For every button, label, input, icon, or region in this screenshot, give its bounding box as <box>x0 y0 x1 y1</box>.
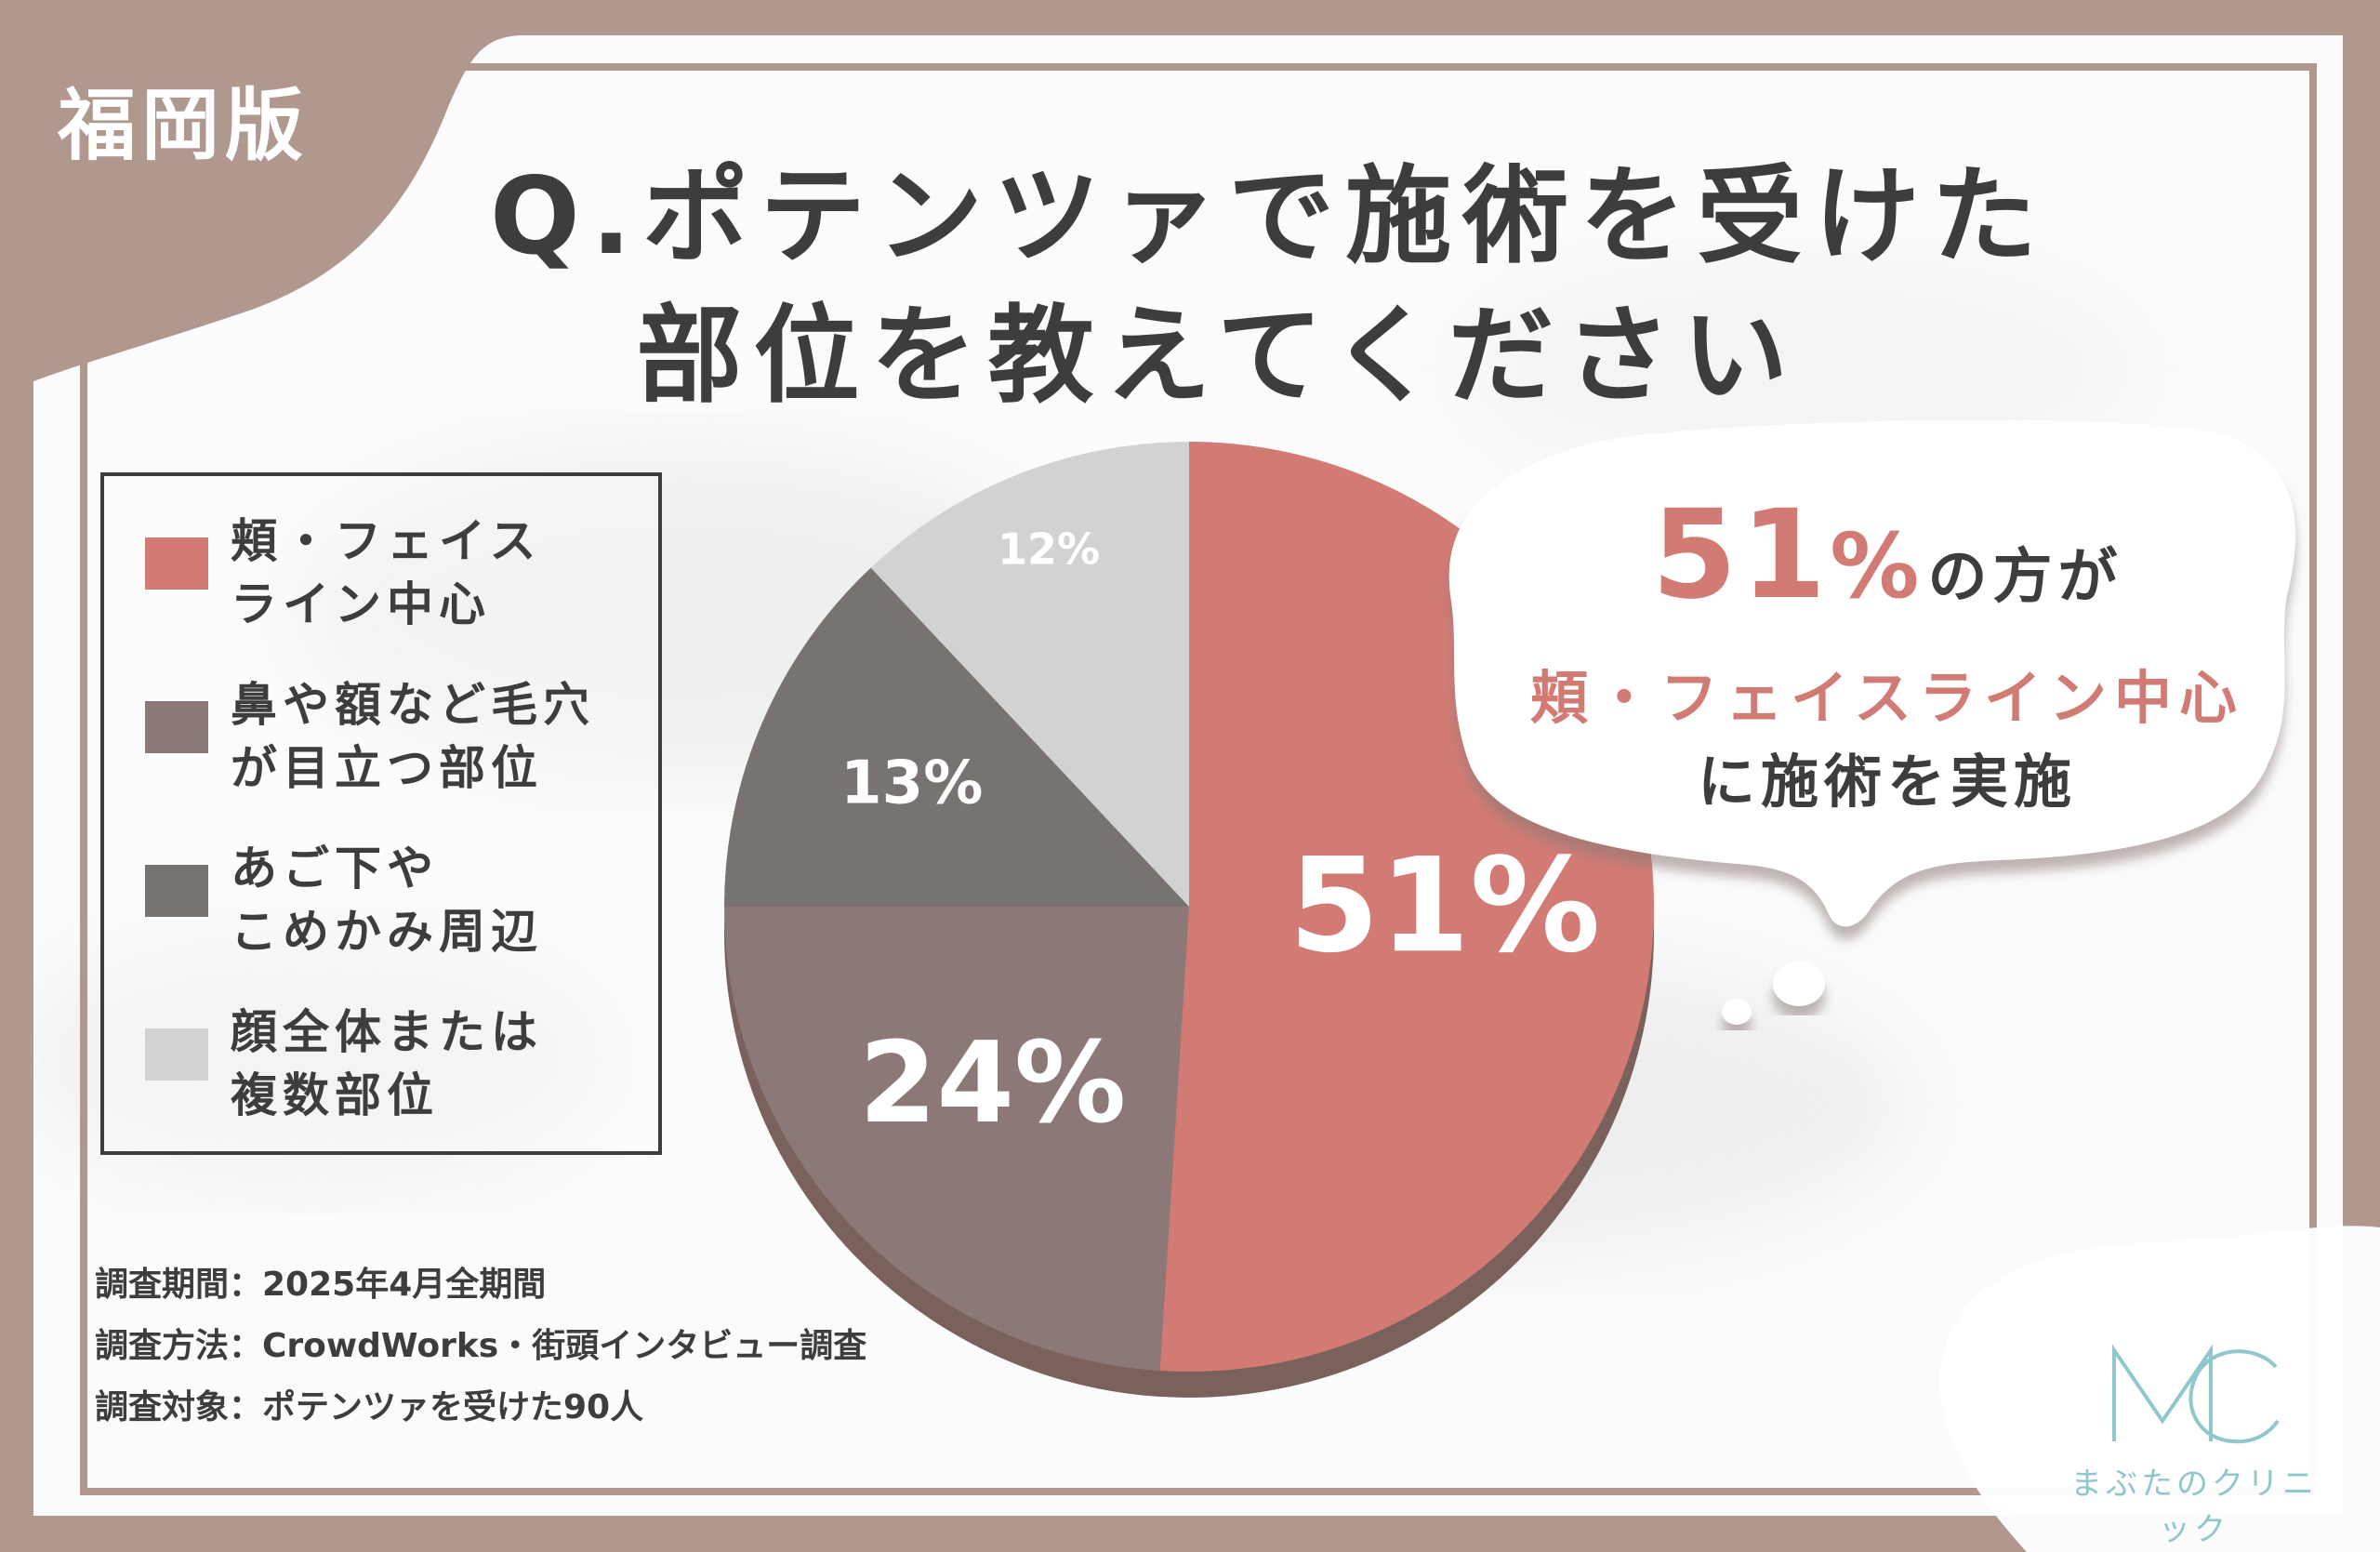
slice-data-label: 24% <box>859 1019 1126 1148</box>
callout-text: の方が <box>1927 543 2123 612</box>
legend-swatch <box>145 701 208 753</box>
pie-labels: 51% 24% 13% 12% <box>840 524 1600 1148</box>
legend-label-line: 鼻や額など毛穴 <box>231 678 595 732</box>
legend-label: 顔全体または 複数部位 <box>231 1001 658 1127</box>
callout-percentage: 51% <box>1652 484 1924 627</box>
legend-swatch <box>145 537 208 590</box>
slice-data-label: 12% <box>998 524 1100 574</box>
corner-blob <box>0 0 521 391</box>
legend-label: あご下や こめかみ周辺 <box>231 837 658 963</box>
pie-slice <box>724 567 1189 907</box>
region-tag: 福岡版 <box>58 80 310 171</box>
legend-label-line: ライン中心 <box>231 577 491 631</box>
chart-legend: 頬・フェイス ライン中心 鼻や額など毛穴 が目立つ部位 あご下や こめかみ周辺 … <box>100 472 662 1155</box>
legend-label-line: 複数部位 <box>231 1068 439 1122</box>
callout-percent-sign: % <box>1830 514 1924 618</box>
survey-method: 調査方法：CrowdWorks・街頭インタビュー調査 <box>95 1327 867 1365</box>
survey-target: 調査対象：ポテンツァを受けた90人 <box>95 1388 644 1426</box>
legend-swatch <box>145 865 208 917</box>
survey-period: 調査期間：2025年4月全期間 <box>95 1266 547 1304</box>
legend-label-line: あご下や <box>231 842 439 895</box>
legend-label-line: が目立つ部位 <box>231 741 543 795</box>
clinic-logo-text: まぶたのクリニック <box>2070 1466 2318 1548</box>
slice-data-label: 13% <box>840 749 983 818</box>
callout-line-2: 頬・フェイスライン中心 <box>1529 664 2245 732</box>
page-title-line-1: Q.ポテンツァで施術を受けた <box>489 154 2049 278</box>
legend-label: 頬・フェイス ライン中心 <box>231 510 658 636</box>
pie-slice <box>870 442 1189 907</box>
callout-line-1: 51% の方が <box>1460 484 2315 627</box>
legend-swatch <box>145 1028 208 1081</box>
page-title-line-2: 部位を教えてください <box>636 294 1800 418</box>
legend-label-line: 頬・フェイス <box>231 514 542 568</box>
legend-label: 鼻や額など毛穴 が目立つ部位 <box>231 673 658 800</box>
legend-label-line: こめかみ周辺 <box>231 905 543 959</box>
clinic-logo-icon <box>2112 1344 2280 1444</box>
slice-data-label: 51% <box>1289 830 1600 982</box>
pie-slice <box>724 907 1189 1372</box>
legend-label-line: 顔全体または <box>231 1005 543 1059</box>
callout-line-3: に施術を実施 <box>1697 748 2077 816</box>
callout-number: 51 <box>1651 484 1831 627</box>
